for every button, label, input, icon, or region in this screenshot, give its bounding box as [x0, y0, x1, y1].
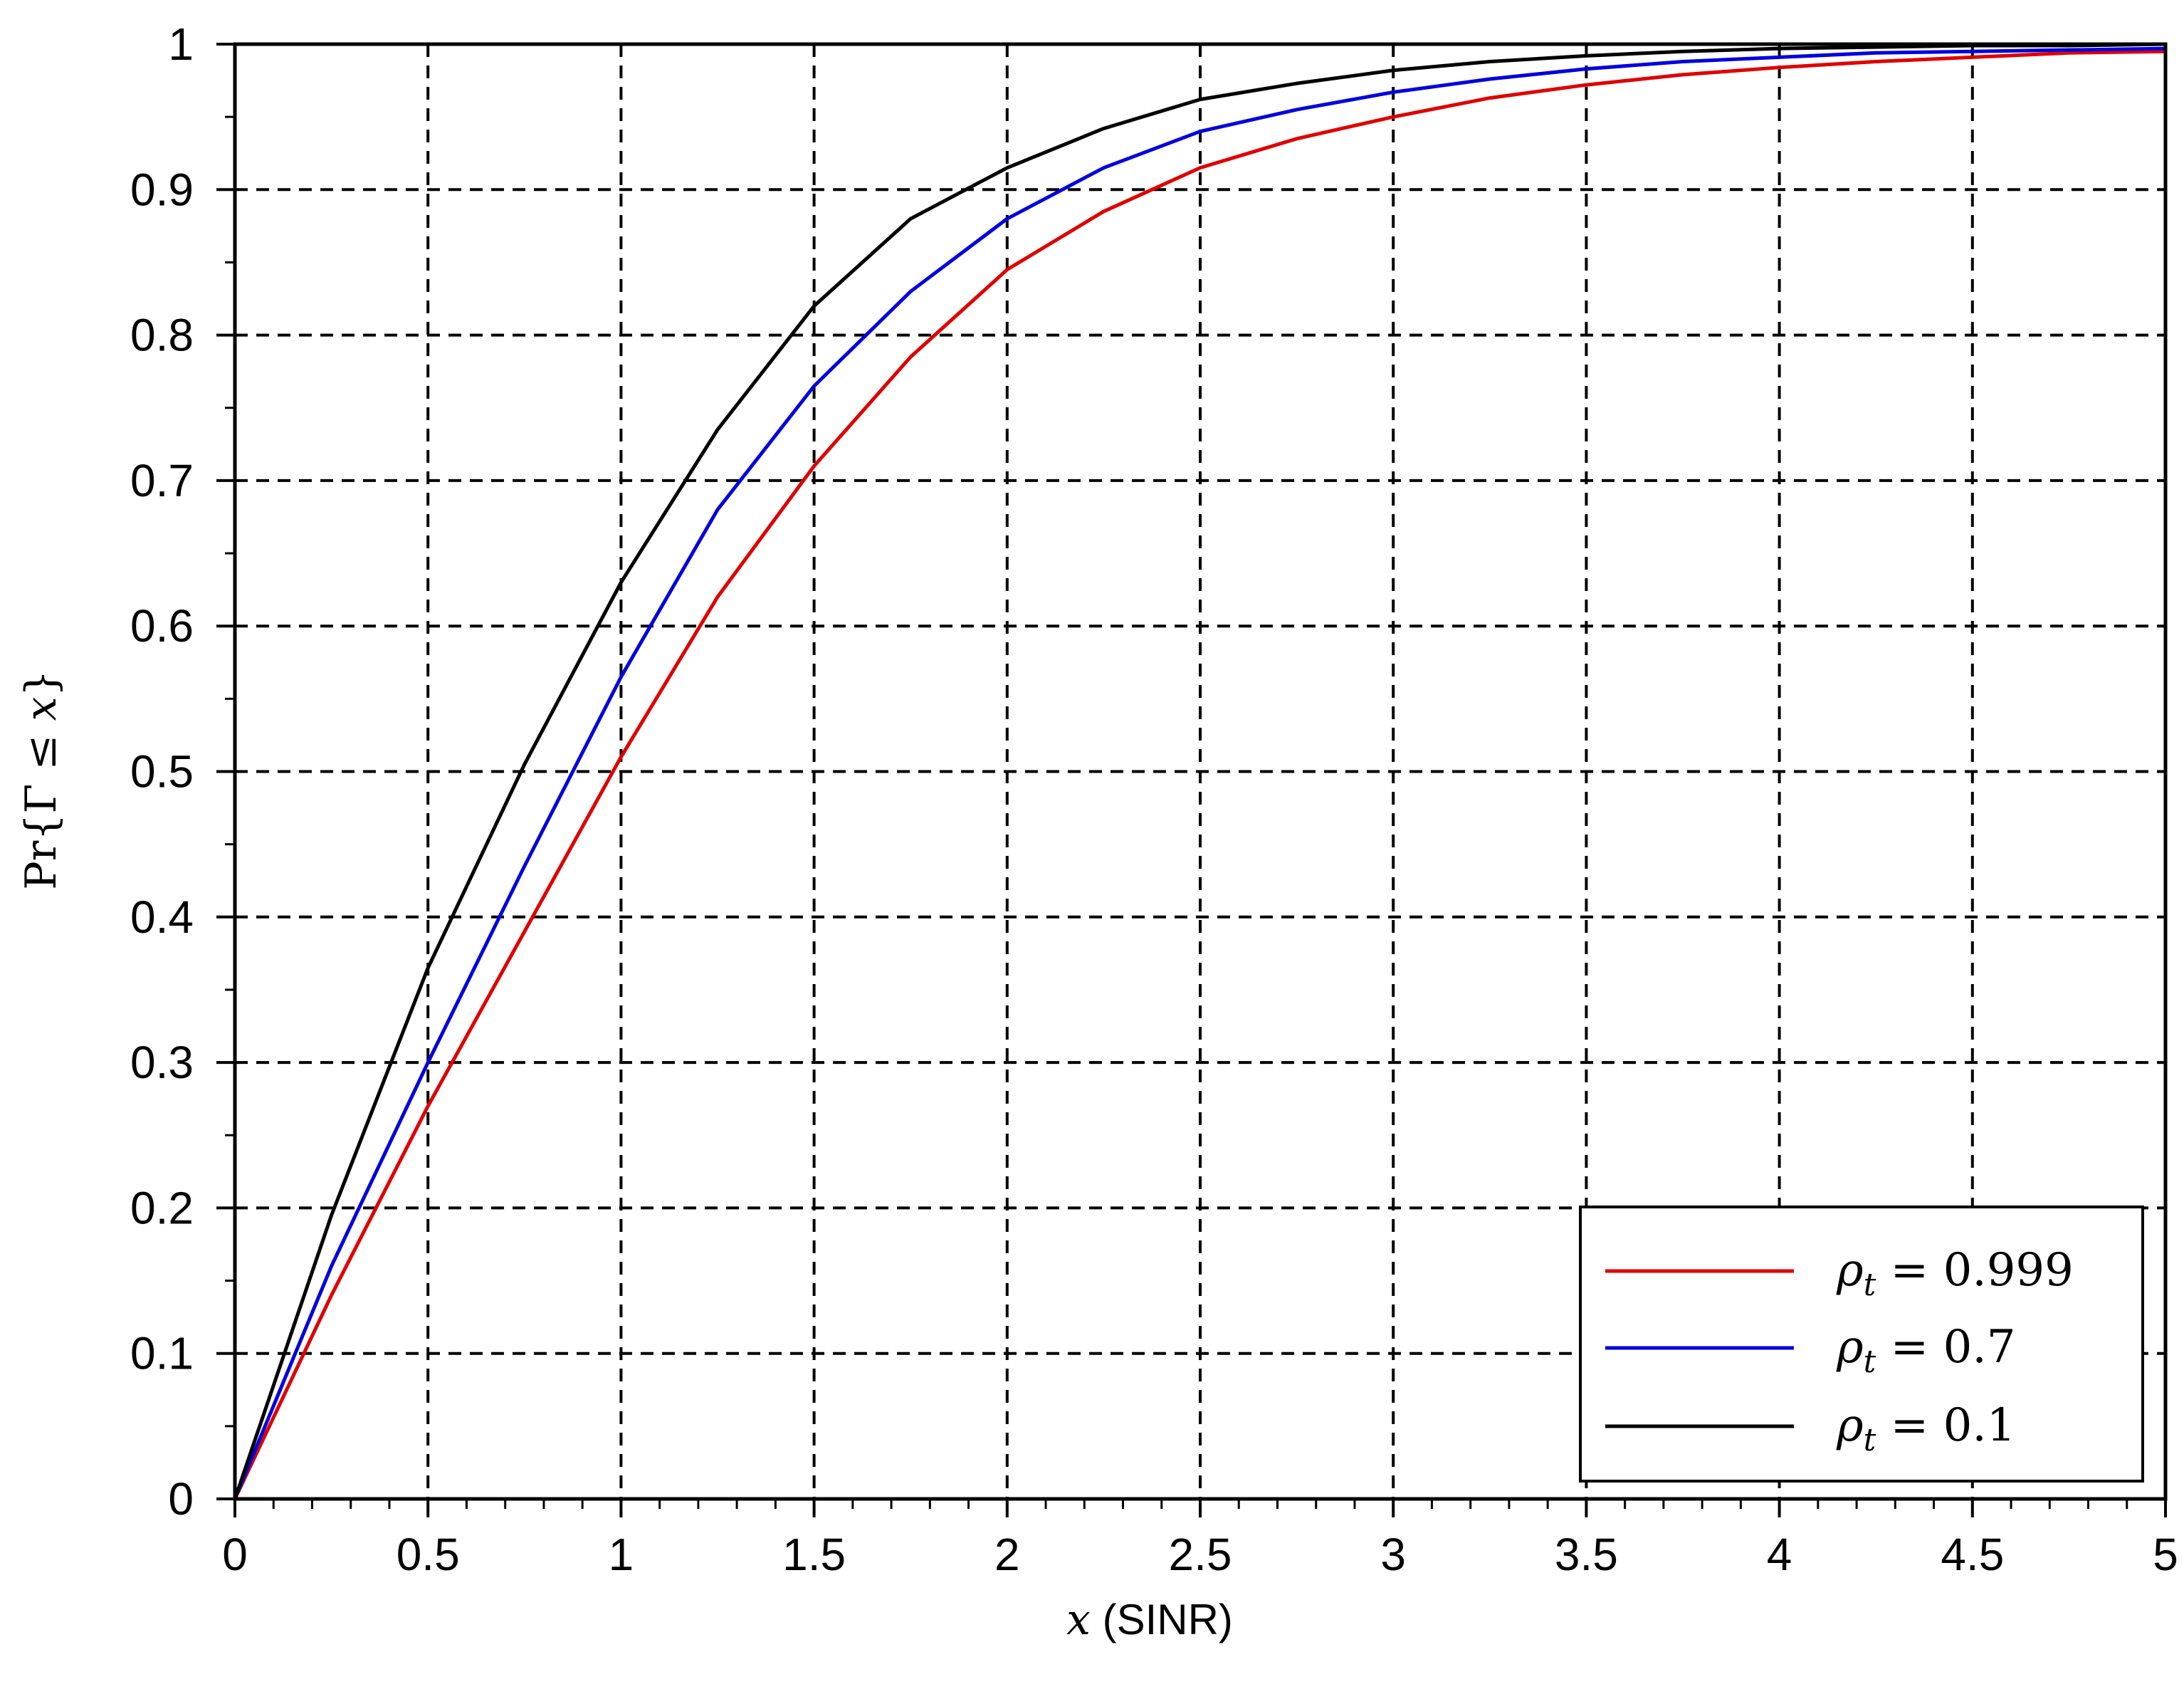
x-tick-label: 3 [1380, 1529, 1406, 1580]
legend-entry-1: ρt = 0.7 [1836, 1321, 2015, 1380]
x-axis-label-var: x [1066, 1595, 1091, 1645]
y-axis-label: Pr{Γ ≤ x} [16, 669, 66, 889]
plot-frame [233, 42, 2168, 1501]
legend-box [1579, 1206, 2144, 1483]
y-tick-label: 0 [168, 1473, 194, 1525]
y-tick-label: 0.3 [130, 1037, 194, 1088]
series-line-1 [233, 46, 2166, 1500]
x-tick-label: 4.5 [1941, 1529, 2004, 1580]
x-tick-label: 0 [222, 1529, 248, 1580]
y-tick-label: 0.8 [130, 310, 194, 361]
x-axis-label-unit: (SINR) [1091, 1596, 1233, 1643]
y-axis-label-post: } [16, 669, 66, 696]
series-line-2 [233, 42, 2166, 1500]
series-lines [233, 42, 2166, 1500]
x-axis-label: x (SINR) [1066, 1595, 1233, 1645]
x-tick-label: 4 [1767, 1529, 1792, 1580]
y-tick-label: 0.5 [130, 746, 194, 798]
legend: ρt = 0.999 ρt = 0.7 ρt = 0.1 [1579, 1206, 2144, 1483]
legend-entry-0: ρt = 0.999 [1836, 1244, 2074, 1303]
y-tick-label: 0.6 [130, 600, 194, 652]
y-axis-label-pre: Pr{Γ ≤ [16, 721, 66, 889]
y-tick-label: 1 [168, 19, 194, 70]
series-line-0 [233, 49, 2166, 1500]
y-tick-label: 0.1 [130, 1328, 194, 1379]
x-tick-label: 1 [609, 1529, 634, 1580]
x-tick-labels: 0 0.5 1 1.5 2 2.5 3 3.5 4 4.5 5 [222, 1529, 2178, 1580]
x-tick-label: 2 [994, 1529, 1020, 1580]
legend-entry-2: ρt = 0.1 [1836, 1399, 2015, 1458]
x-tick-label: 0.5 [397, 1529, 460, 1580]
x-tick-label: 3.5 [1555, 1529, 1618, 1580]
y-tick-labels: 0 0.1 0.2 0.3 0.4 0.5 0.6 0.7 0.8 0.9 1 [130, 19, 194, 1525]
y-tick-label: 0.4 [130, 892, 194, 943]
x-tick-label: 1.5 [782, 1529, 846, 1580]
x-tick-label: 2.5 [1169, 1529, 1232, 1580]
y-tick-label: 0.2 [130, 1182, 194, 1233]
y-tick-label: 0.7 [130, 455, 194, 506]
y-tick-label: 0.9 [130, 164, 194, 215]
x-tick-label: 5 [2153, 1529, 2178, 1580]
y-axis-label-var: x [16, 697, 66, 721]
